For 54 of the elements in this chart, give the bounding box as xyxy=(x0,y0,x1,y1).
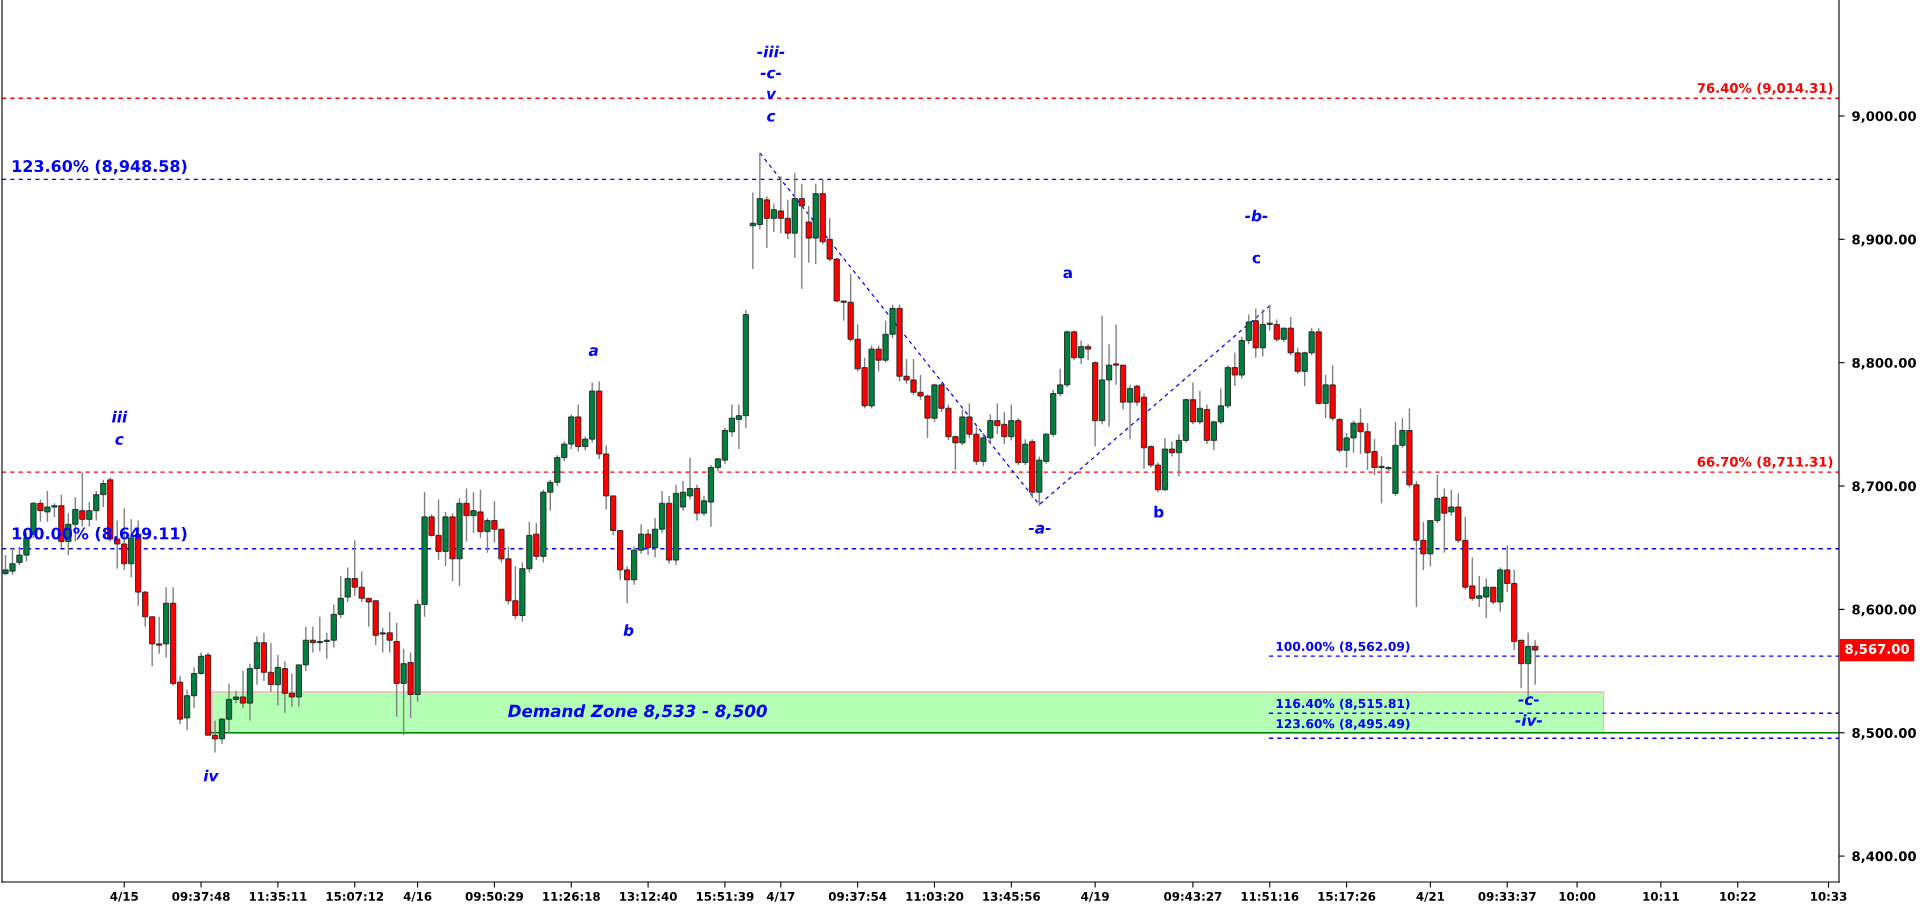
x-tick-label: 4/17 xyxy=(766,892,795,902)
y-tick-label: 8,600.00 xyxy=(1852,604,1916,617)
annotation: c xyxy=(115,436,124,445)
annotation: v xyxy=(767,90,777,100)
x-tick-label: 4/15 xyxy=(110,892,138,902)
ref-line-label: 66.70% (8,711.31) xyxy=(1697,456,1833,469)
y-tick-label: 8,400.00 xyxy=(1852,851,1916,863)
annotation: -c- xyxy=(1518,696,1539,706)
annotation: iv xyxy=(203,769,219,782)
x-tick-label: 10:22 xyxy=(1720,891,1756,901)
x-tick-label: 11:03:20 xyxy=(906,891,964,901)
annotation: -a- xyxy=(1028,524,1051,534)
x-tick-label: 09:37:54 xyxy=(828,891,887,901)
x-tick-label: 4/16 xyxy=(403,891,432,902)
x-tick-label: 15:07:12 xyxy=(326,891,384,901)
ref-line-label: 123.60% (8,495.49) xyxy=(1276,718,1410,730)
band-label: Demand Zone 8,533 - 8,500 xyxy=(508,704,767,720)
x-tick-label: 10:11 xyxy=(1643,891,1679,901)
x-tick-label: 11:51:16 xyxy=(1241,891,1299,901)
x-tick-label: 11:35:11 xyxy=(249,891,307,901)
x-tick-label: 13:12:40 xyxy=(620,891,677,901)
x-tick-label: 13:45:56 xyxy=(983,891,1041,901)
x-tick-label: 15:17:26 xyxy=(1318,891,1376,901)
x-tick-label: 11:26:18 xyxy=(543,891,600,901)
annotation: b xyxy=(623,624,634,637)
annotation: c xyxy=(1252,254,1260,264)
annotation: -iii- xyxy=(757,45,785,58)
x-tick-label: 09:33:37 xyxy=(1478,891,1536,901)
text: 8,567.00 xyxy=(1845,643,1909,656)
ref-line-label: 100.00% (8,562.09) xyxy=(1276,641,1410,653)
x-tick-label: 09:50:29 xyxy=(465,891,524,901)
x-tick-label: 10:00 xyxy=(1559,891,1596,901)
x-tick-label: 4/19 xyxy=(1081,891,1109,902)
y-tick-label: 8,900.00 xyxy=(1852,234,1916,247)
annotation: c xyxy=(767,112,776,122)
ref-line-label: 123.60% (8,948.58) xyxy=(12,159,187,175)
ref-line-label: 116.40% (8,515.81) xyxy=(1276,698,1410,710)
annotation: -iv- xyxy=(1515,714,1542,726)
annotation: -c- xyxy=(760,69,782,79)
y-tick-label: 8,500.00 xyxy=(1852,727,1916,740)
x-tick-label: 4/21 xyxy=(1416,891,1445,902)
annotation: -b- xyxy=(1245,209,1268,222)
y-tick-label: 8,800.00 xyxy=(1852,357,1916,370)
y-tick-label: 8,700.00 xyxy=(1852,481,1916,493)
y-tick-label: 9,000.00 xyxy=(1852,111,1916,123)
annotation: a xyxy=(1063,269,1072,279)
annotation: b xyxy=(1154,505,1164,518)
ref-line-label: 76.40% (9,014.31) xyxy=(1697,82,1833,95)
x-tick-label: 09:37:48 xyxy=(172,891,230,901)
x-tick-label: 09:43:27 xyxy=(1164,891,1222,901)
x-tick-label: 15:51:39 xyxy=(696,891,754,901)
annotation: iii xyxy=(111,410,128,423)
x-tick-label: 10:33 xyxy=(1811,891,1847,901)
annotation: a xyxy=(588,347,598,356)
